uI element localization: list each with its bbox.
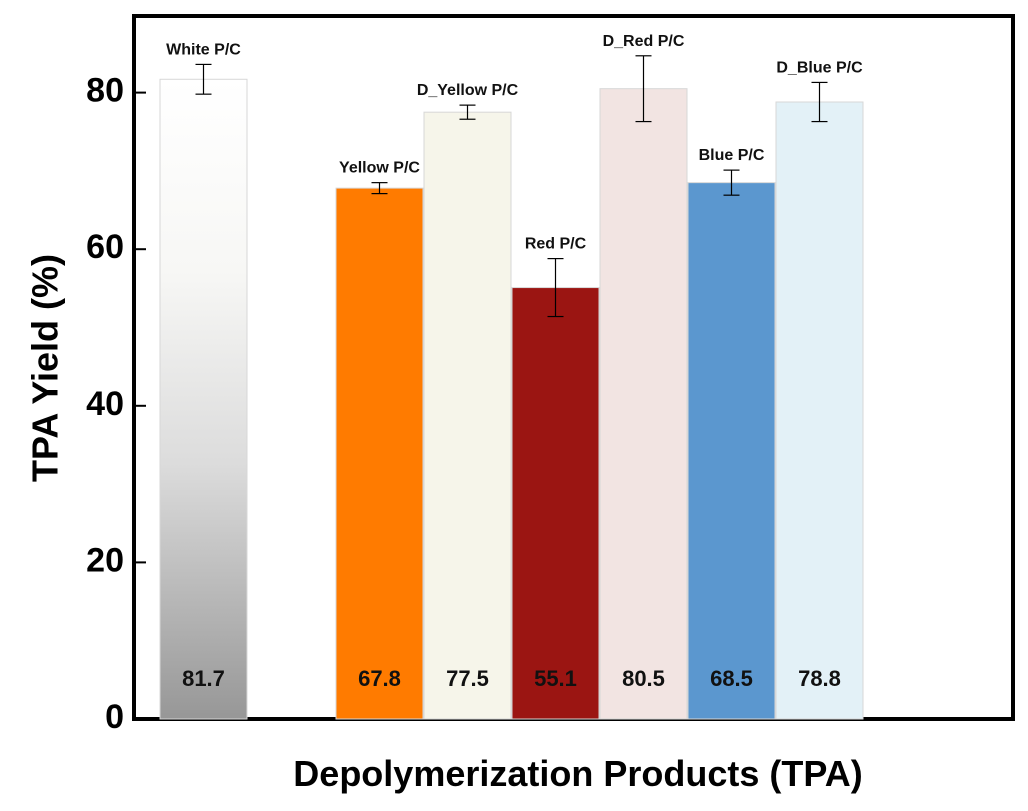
bar-value-label: 78.8 (798, 666, 841, 691)
bar-category-label: Red P/C (525, 236, 587, 253)
y-axis: 0 20 40 60 80 (86, 72, 146, 736)
bar-category-label: Blue P/C (699, 147, 765, 164)
bar-category-label: Yellow P/C (339, 160, 420, 177)
bar (511, 287, 600, 720)
bar-category-label: White P/C (166, 41, 241, 58)
bar-category-label: D_Red P/C (603, 33, 685, 50)
bar (687, 182, 776, 720)
bar-category-label: D_Yellow P/C (417, 82, 519, 99)
bar (335, 187, 424, 720)
bar-value-label: 77.5 (446, 666, 489, 691)
bars-group: White P/C 81.7 Yellow P/C 67.8 D_Yellow P/C 7… (159, 33, 864, 720)
y-tick-label: 60 (86, 228, 124, 266)
y-tick-label: 0 (105, 698, 124, 736)
bar-value-label: 67.8 (358, 666, 401, 691)
bar-category-label: D_Blue P/C (776, 59, 863, 76)
bar-value-label: 81.7 (182, 666, 225, 691)
y-tick-label: 20 (86, 541, 124, 579)
y-tick-label: 80 (86, 72, 124, 110)
bar (159, 78, 248, 720)
bar-value-label: 68.5 (710, 666, 753, 691)
bar (423, 111, 512, 720)
y-axis-title: TPA Yield (%) (25, 254, 66, 482)
bar-value-label: 55.1 (534, 666, 577, 691)
bar (599, 88, 688, 720)
bar (775, 101, 864, 720)
y-tick-label: 40 (86, 385, 124, 423)
x-axis-title: Depolymerization Products (TPA) (293, 753, 862, 794)
bar-value-label: 80.5 (622, 666, 665, 691)
